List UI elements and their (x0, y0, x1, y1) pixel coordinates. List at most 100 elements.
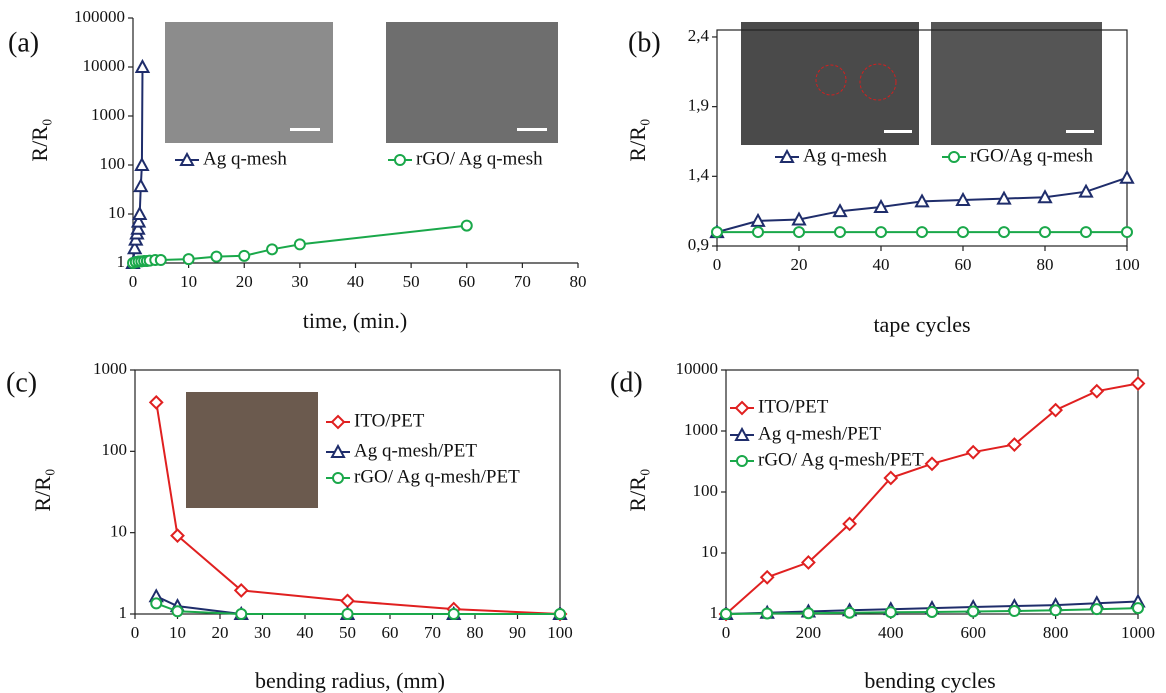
marker (1040, 227, 1050, 237)
y-axis-label: R/R₀ (625, 468, 650, 511)
marker (1051, 605, 1061, 615)
x-tick-label: 60 (382, 623, 399, 642)
x-tick-label: 60 (955, 255, 972, 274)
marker (794, 227, 804, 237)
marker (968, 606, 978, 616)
marker (151, 598, 161, 608)
legend-label: ITO/PET (758, 396, 829, 417)
x-tick-label: 0 (722, 623, 731, 642)
scale-bar (290, 128, 320, 131)
marker (917, 227, 927, 237)
marker (958, 227, 968, 237)
x-tick-label: 50 (339, 623, 356, 642)
legend-label: Ag q-mesh (803, 145, 887, 166)
marker (762, 608, 772, 618)
legend-marker (737, 456, 747, 466)
marker (1081, 227, 1091, 237)
x-tick-label: 0 (713, 255, 722, 274)
marker (876, 227, 886, 237)
marker (926, 458, 938, 470)
legend-label: Ag q-mesh/PET (758, 423, 881, 444)
marker (1092, 604, 1102, 614)
x-tick-label: 400 (878, 623, 904, 642)
y-tick-label: 1000 (684, 420, 718, 439)
x-tick-label: 50 (403, 272, 420, 291)
marker (173, 606, 183, 616)
x-tick-label: 100 (1114, 255, 1140, 274)
marker (721, 609, 731, 619)
y-tick-label: 1 (119, 603, 128, 622)
x-tick-label: 30 (254, 623, 271, 642)
x-tick-label: 600 (960, 623, 986, 642)
legend-label: rGO/ Ag q-mesh/PET (758, 449, 924, 470)
x-axis-label: time, (min.) (303, 308, 407, 333)
scale-bar (1066, 130, 1094, 133)
marker (150, 396, 162, 408)
marker (555, 609, 565, 619)
marker (967, 446, 979, 458)
sem-image (165, 22, 333, 143)
marker (999, 227, 1009, 237)
x-tick-label: 40 (347, 272, 364, 291)
marker (136, 159, 148, 170)
scale-bar (517, 128, 547, 131)
marker (156, 255, 166, 265)
y-tick-label: 2,4 (688, 26, 710, 45)
marker (239, 251, 249, 261)
marker (835, 227, 845, 237)
x-tick-label: 1000 (1121, 623, 1155, 642)
x-tick-label: 10 (180, 272, 197, 291)
y-axis-label: R/R₀ (30, 468, 55, 511)
marker (462, 221, 472, 231)
legend-label: ITO/PET (354, 410, 425, 431)
y-tick-label: 1,9 (688, 96, 709, 115)
y-tick-label: 1000 (91, 105, 125, 124)
x-tick-label: 20 (236, 272, 253, 291)
y-tick-label: 1000 (93, 359, 127, 378)
x-tick-label: 40 (297, 623, 314, 642)
x-axis-label: bending radius, (mm) (255, 668, 445, 693)
x-tick-label: 100 (547, 623, 573, 642)
marker (803, 608, 813, 618)
legend-label: Ag q-mesh/PET (354, 440, 477, 461)
marker (1121, 172, 1133, 183)
x-axis-label: tape cycles (873, 312, 970, 337)
legend-marker (736, 402, 748, 414)
y-tick-label: 10 (108, 203, 125, 222)
sem-image (741, 22, 919, 145)
series-line (156, 603, 560, 614)
marker (184, 254, 194, 264)
marker (211, 252, 221, 262)
y-tick-label: 10 (110, 522, 127, 541)
y-tick-label: 100000 (74, 7, 125, 26)
legend-marker (332, 416, 344, 428)
legend-label: rGO/ Ag q-mesh/PET (354, 466, 520, 487)
panel-label: (c) (6, 367, 37, 398)
marker (1132, 378, 1144, 390)
marker (1009, 606, 1019, 616)
marker (236, 609, 246, 619)
marker (1133, 603, 1143, 613)
legend-label: rGO/Ag q-mesh (970, 145, 1093, 166)
x-tick-label: 40 (873, 255, 890, 274)
y-axis-label: R/R₀ (625, 118, 650, 161)
photo (186, 392, 318, 508)
y-tick-label: 10000 (83, 56, 126, 75)
marker (845, 608, 855, 618)
marker (1091, 385, 1103, 397)
legend-label: Ag q-mesh (203, 148, 287, 169)
x-tick-label: 60 (458, 272, 475, 291)
marker (1122, 227, 1132, 237)
x-tick-label: 80 (1037, 255, 1054, 274)
y-tick-label: 1 (117, 252, 126, 271)
sem-image (386, 22, 558, 143)
marker (886, 607, 896, 617)
y-tick-label: 10000 (676, 359, 719, 378)
sem-image (931, 22, 1102, 145)
x-tick-label: 70 (514, 272, 531, 291)
legend-marker (949, 152, 959, 162)
y-axis-label: R/R₀ (27, 118, 52, 161)
y-tick-label: 100 (102, 440, 128, 459)
x-tick-label: 80 (570, 272, 587, 291)
panel-label: (b) (628, 27, 661, 58)
